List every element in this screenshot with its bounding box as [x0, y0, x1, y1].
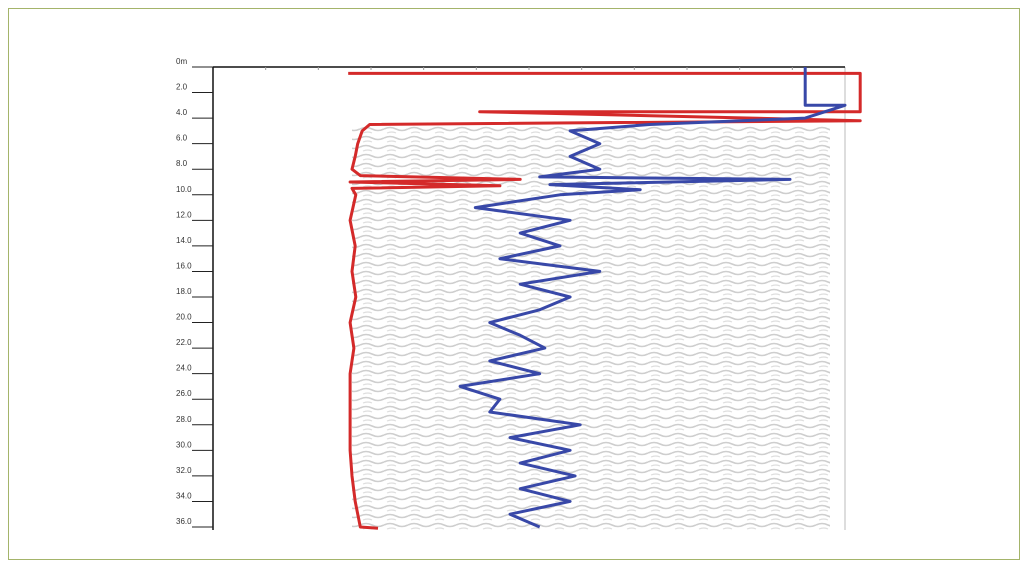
y-tick-label: 36.0: [176, 517, 192, 526]
y-tick-label: 10.0: [176, 185, 192, 194]
y-tick-label: 22.0: [176, 338, 192, 347]
y-tick-label: 6.0: [176, 134, 188, 143]
y-tick-label: 14.0: [176, 236, 192, 245]
y-tick-label: 24.0: [176, 364, 192, 373]
y-tick-label: 32.0: [176, 466, 192, 475]
page: {"chart_data": {"type": "line", "ylim": …: [0, 0, 1027, 567]
y-tick-label: 18.0: [176, 287, 192, 296]
chart: 0m 2.0 4.0 6.0 8.0 10.0 12.0 14.0 16.0 18.0 20.0 22…: [0, 0, 1027, 567]
y-tick-label: 0m: [176, 57, 187, 66]
y-tick-label: 2.0: [176, 83, 188, 92]
y-tick-label: 34.0: [176, 491, 192, 500]
y-tick-label: 12.0: [176, 210, 192, 219]
y-tick-label: 4.0: [176, 108, 188, 117]
y-tick-label: 16.0: [176, 261, 192, 270]
y-tick-label: 8.0: [176, 159, 188, 168]
y-tick-label: 30.0: [176, 440, 192, 449]
y-tick-label: 26.0: [176, 389, 192, 398]
y-tick-label: 20.0: [176, 313, 192, 322]
y-tick-label: 28.0: [176, 415, 192, 424]
